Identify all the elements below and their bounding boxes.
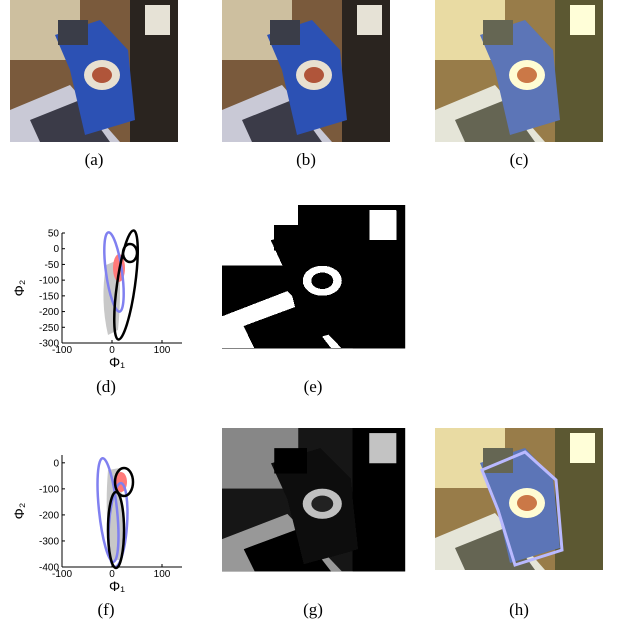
y-tick-label: -300 — [39, 536, 59, 547]
ellipses — [94, 457, 133, 568]
segmentation-map — [222, 205, 405, 348]
panel-label: (a) — [85, 150, 104, 169]
x-tick-label: -100 — [52, 345, 72, 356]
panel-label: (e) — [304, 377, 323, 396]
panel-label: (g) — [303, 600, 323, 619]
panel-label: (c) — [510, 150, 529, 169]
panel-label: (f) — [98, 600, 115, 619]
photo — [10, 0, 178, 142]
y-tick-label: -50 — [45, 260, 60, 271]
ellipses — [101, 229, 143, 340]
probability-map — [222, 428, 405, 571]
x-tick-label: 100 — [154, 345, 171, 356]
figure: (a) (b) (c) (d) (e) (f) (g) (h) 50 0 -50 -100 -150 -2… — [0, 0, 633, 633]
x-tick-label: 100 — [154, 569, 171, 580]
y-tick-label: -200 — [39, 510, 59, 521]
x-axis-label: Φ₁ — [109, 354, 125, 370]
y-tick-label: 0 — [53, 458, 59, 469]
photo — [435, 428, 603, 570]
y-axis-label: Φ₂ — [11, 280, 27, 297]
y-tick-label: -100 — [39, 276, 59, 287]
y-tick-label: 0 — [53, 244, 59, 255]
photo — [435, 0, 603, 142]
y-tick-label: -150 — [39, 291, 59, 302]
y-tick-label: -200 — [39, 307, 59, 318]
panel-label: (b) — [296, 150, 316, 169]
y-tick-label: 50 — [48, 229, 60, 240]
x-axis-label: Φ₁ — [109, 578, 125, 594]
panel-label: (d) — [96, 377, 116, 396]
photo — [222, 0, 390, 142]
y-tick-label: -250 — [39, 323, 59, 334]
panel-label: (h) — [509, 600, 529, 619]
y-axis-label: Φ₂ — [11, 503, 27, 520]
x-tick-label: -100 — [52, 569, 72, 580]
y-tick-label: -100 — [39, 484, 59, 495]
